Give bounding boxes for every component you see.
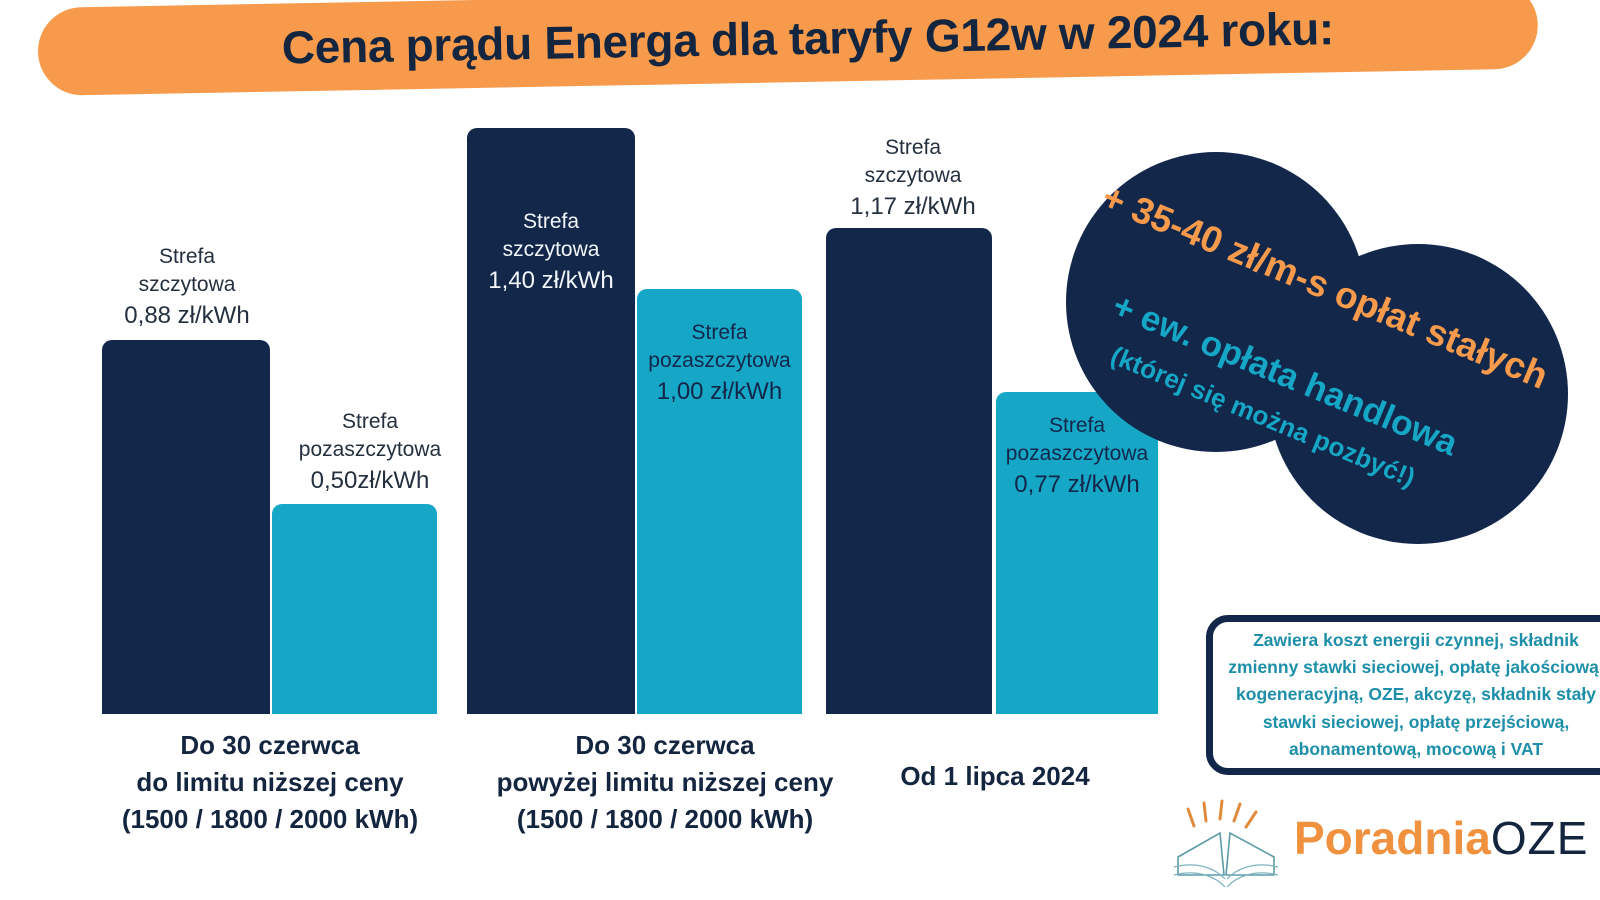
group-label-line: (1500 / 1800 / 2000 kWh) <box>121 803 419 834</box>
bar-value: 1,40 zł/kWh <box>488 267 614 295</box>
group-label-line: Do 30 czerwca <box>180 730 360 760</box>
zone-line-1: Strefa <box>158 245 216 268</box>
bar-label-g3-offpeak: Strefa pozaszczytowa 0,77 zł/kWh <box>996 412 1158 501</box>
bar-value: 0,77 zł/kWh <box>1014 471 1140 499</box>
group-label-3: Od 1 lipca 2024 <box>830 758 1160 795</box>
logo-word-oze: OZE <box>1490 812 1589 864</box>
group-label-line: (1500 / 1800 / 2000 kWh) <box>516 803 814 834</box>
zone-line-2: szczytowa <box>502 237 600 261</box>
open-book-icon <box>1173 799 1279 888</box>
logo-wordmark: PoradniaOZE <box>1294 811 1588 865</box>
bar-g1-offpeak <box>272 504 437 714</box>
bar-label-g1-peak: Strefa szczytowa 0,88 zł/kWh <box>62 243 312 332</box>
zone-line-1: Strefa <box>1048 414 1106 437</box>
bar-g3-offpeak: Strefa pozaszczytowa 0,77 zł/kWh <box>996 392 1158 714</box>
bar-g2-peak: Strefa szczytowa 1,40 zł/kWh <box>467 128 635 714</box>
bar-value: 0,50zł/kWh <box>310 467 430 495</box>
callout-text-group: + 35-40 zł/m-s opłat stałych + ew. opłat… <box>1090 168 1560 493</box>
callout-circle-right <box>1268 244 1568 544</box>
brand-logo: PoradniaOZE <box>1168 795 1600 895</box>
group-label-line: powyżej limitu niższej ceny <box>496 766 834 797</box>
group-label-line: Od 1 lipca 2024 <box>900 761 1090 791</box>
zone-line-2: szczytowa <box>138 272 236 296</box>
zone-line-2: pozaszczytowa <box>298 437 442 461</box>
note-text: Zawiera koszt energii czynnej, składnik … <box>1228 630 1600 759</box>
zone-line-1: Strefa <box>884 136 942 159</box>
zone-line-2: szczytowa <box>864 163 962 187</box>
logo-word-poradnia: Poradnia <box>1294 812 1491 864</box>
bar-value: 1,00 zł/kWh <box>656 378 783 406</box>
zone-line-2: pozaszczytowa <box>648 348 791 372</box>
zone-line-1: Strefa <box>341 410 399 433</box>
bar-value: 1,17 zł/kWh <box>850 193 976 221</box>
bar-value: 0,88 zł/kWh <box>124 302 250 330</box>
group-label-line: do limitu niższej ceny <box>136 766 404 797</box>
bar-label-g1-offpeak: Strefa pozaszczytowa 0,50zł/kWh <box>245 408 495 497</box>
zone-line-1: Strefa <box>522 210 580 233</box>
bar-label-g3-peak: Strefa szczytowa 1,17 zł/kWh <box>788 134 1038 223</box>
note-box: Zawiera koszt energii czynnej, składnik … <box>1206 615 1600 775</box>
bar-label-g2-offpeak: Strefa pozaszczytowa 1,00 zł/kWh <box>637 319 802 408</box>
zone-line-1: Strefa <box>691 321 748 344</box>
bar-g2-offpeak: Strefa pozaszczytowa 1,00 zł/kWh <box>637 289 802 714</box>
bar-chart: Strefa szczytowa 0,88 zł/kWh Strefa poza… <box>55 128 1160 838</box>
group-label-2: Do 30 czerwca powyżej limitu niższej cen… <box>440 727 890 838</box>
bar-g1-peak <box>102 340 270 714</box>
zone-line-2: pozaszczytowa <box>1005 441 1149 465</box>
group-label-line: Do 30 czerwca <box>575 730 755 760</box>
bar-g3-peak <box>826 228 992 714</box>
group-label-1: Do 30 czerwca do limitu niższej ceny (15… <box>55 727 485 838</box>
bar-label-g2-peak: Strefa szczytowa 1,40 zł/kWh <box>467 208 635 297</box>
